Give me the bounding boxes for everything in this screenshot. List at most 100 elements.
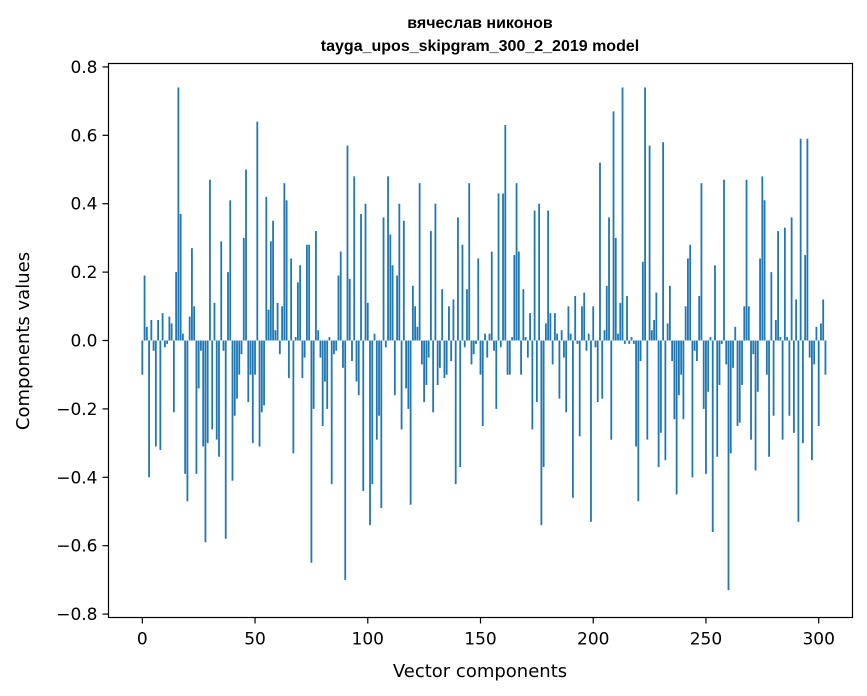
- bar: [526, 340, 529, 358]
- bar: [159, 340, 162, 450]
- bar: [416, 326, 419, 341]
- bar: [612, 111, 615, 341]
- bar: [504, 125, 507, 341]
- bar: [177, 87, 180, 341]
- bar: [484, 333, 486, 341]
- bar: [245, 169, 247, 341]
- bar: [682, 340, 685, 420]
- bar: [371, 340, 374, 485]
- bar: [355, 340, 358, 382]
- bar: [195, 340, 198, 474]
- bar: [623, 340, 626, 344]
- bar: [610, 340, 613, 440]
- bar: [675, 340, 678, 495]
- bar: [170, 323, 173, 341]
- bar: [585, 340, 588, 351]
- bar: [738, 340, 741, 423]
- bar: [603, 330, 606, 341]
- bar: [184, 340, 187, 474]
- bar: [662, 142, 665, 341]
- bar: [502, 193, 504, 341]
- bar: [461, 244, 464, 341]
- bar: [315, 231, 317, 341]
- bar: [143, 275, 146, 341]
- bar: [218, 340, 220, 457]
- bar: [535, 340, 538, 403]
- bar: [599, 162, 601, 341]
- bar: [630, 337, 633, 341]
- bar: [520, 340, 522, 375]
- bar: [777, 231, 779, 341]
- bar: [637, 340, 640, 502]
- bar: [650, 330, 653, 341]
- bar: [382, 217, 385, 341]
- bar: [342, 340, 344, 368]
- bar: [639, 340, 642, 362]
- bar: [258, 340, 261, 447]
- bar: [346, 145, 349, 341]
- bar: [265, 196, 268, 341]
- bar: [231, 340, 234, 481]
- bar: [163, 340, 166, 348]
- bar: [770, 272, 773, 341]
- bar: [360, 213, 362, 341]
- bar: [141, 340, 144, 375]
- y-tick-label: 0.0: [70, 332, 97, 352]
- bar: [396, 275, 398, 341]
- bar: [310, 340, 313, 563]
- bar: [531, 340, 534, 430]
- bar: [238, 340, 241, 375]
- bar: [790, 217, 793, 341]
- bar: [563, 340, 565, 358]
- bar: [204, 340, 207, 543]
- bar: [409, 340, 412, 505]
- bar: [806, 138, 809, 341]
- bar: [729, 340, 732, 454]
- bar: [696, 340, 698, 362]
- y-tick-label: −0.2: [56, 400, 97, 420]
- bar: [786, 337, 789, 341]
- bar: [427, 340, 430, 358]
- x-axis-label: Vector components: [393, 661, 567, 682]
- bar: [200, 340, 202, 351]
- bar: [357, 340, 360, 396]
- y-tick-label: 0.4: [70, 195, 97, 215]
- bar: [567, 306, 570, 341]
- bar: [542, 340, 545, 468]
- bar: [448, 306, 450, 341]
- bar: [362, 340, 365, 491]
- bar: [517, 251, 520, 341]
- plot-frame: [107, 62, 854, 619]
- bar: [188, 316, 191, 341]
- bar: [398, 203, 401, 341]
- bar: [369, 340, 371, 526]
- bar: [373, 333, 376, 341]
- bar: [811, 340, 813, 461]
- bar: [788, 340, 791, 416]
- bar: [470, 340, 473, 365]
- bar: [193, 306, 196, 341]
- bar: [301, 340, 304, 379]
- bar: [711, 340, 714, 533]
- bar: [709, 337, 712, 341]
- bar: [540, 340, 543, 526]
- x-tick-label: 50: [244, 630, 266, 650]
- bar: [533, 210, 536, 341]
- bar: [657, 340, 660, 468]
- bar: [220, 241, 223, 341]
- y-tick-label: −0.6: [56, 537, 97, 557]
- bar: [479, 340, 482, 375]
- bar: [222, 340, 225, 351]
- bar: [508, 340, 511, 375]
- bar: [276, 302, 279, 341]
- bar: [513, 255, 516, 341]
- bar: [227, 272, 229, 341]
- bar: [186, 340, 189, 502]
- bar: [391, 265, 394, 341]
- bar: [574, 296, 577, 341]
- bar: [436, 340, 439, 385]
- bar: [524, 337, 527, 341]
- bar: [191, 248, 193, 341]
- bar: [799, 138, 802, 341]
